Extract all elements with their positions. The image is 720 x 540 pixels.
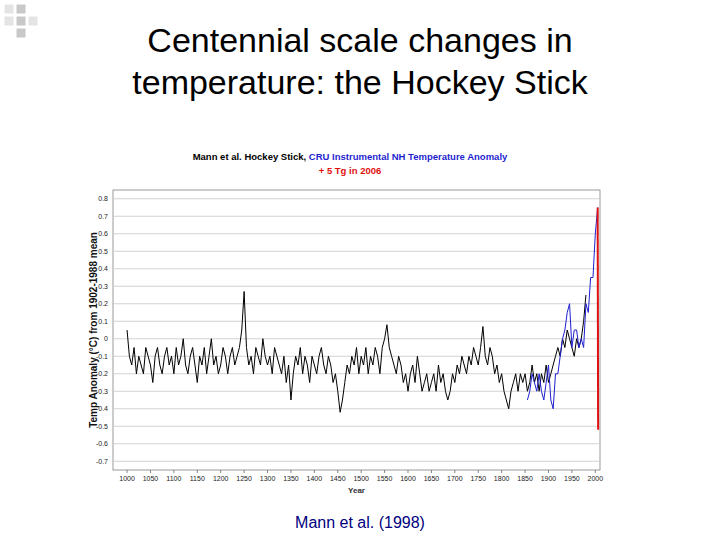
x-tick: [548, 470, 549, 473]
y-tick-label: 0.7: [98, 213, 108, 220]
y-tick-label: 0.1: [98, 318, 108, 325]
grid-line: [113, 426, 600, 427]
x-tick-label: 1350: [283, 475, 299, 482]
y-tick-label: 0.6: [98, 230, 108, 237]
series-line: [597, 208, 599, 430]
x-tick-label: 1300: [260, 475, 276, 482]
decor-square: [4, 4, 14, 14]
x-tick-label: 1100: [166, 475, 181, 482]
x-tick: [127, 470, 128, 473]
grid-line: [113, 461, 600, 462]
x-tick: [173, 470, 174, 473]
x-tick: [361, 470, 362, 473]
x-tick-label: 1450: [330, 475, 346, 482]
x-axis-label: Year: [348, 486, 365, 495]
x-tick-label: 1950: [564, 475, 580, 482]
grid-line: [113, 408, 600, 409]
x-tick-label: 1200: [213, 475, 229, 482]
decor-square: [16, 16, 26, 26]
x-tick: [525, 470, 526, 473]
x-tick: [314, 470, 315, 473]
x-tick: [267, 470, 268, 473]
x-tick: [150, 470, 151, 473]
x-tick: [501, 470, 502, 473]
x-tick: [290, 470, 291, 473]
x-tick: [431, 470, 432, 473]
x-tick-label: 1750: [470, 475, 486, 482]
legend-entry: + 5 Tg in 2006: [319, 165, 382, 176]
plot-area: [127, 208, 598, 430]
grid-line: [113, 338, 600, 339]
x-tick-label: 1150: [190, 475, 205, 482]
x-tick: [220, 470, 221, 473]
decor-square: [16, 28, 26, 38]
y-tick-label: 0: [104, 335, 108, 342]
x-tick-label: 1700: [447, 475, 463, 482]
grid-line: [113, 216, 600, 217]
x-tick-label: 1550: [377, 475, 393, 482]
x-tick-label: 1650: [424, 475, 440, 482]
x-tick-label: 1500: [353, 475, 369, 482]
y-tick-label: 0.8: [98, 195, 108, 202]
y-tick-label: 0.2: [98, 300, 108, 307]
legend: Mann et al. Hockey Stick, CRU Instrument…: [193, 151, 508, 162]
x-tick: [337, 470, 338, 473]
x-tick-label: 1900: [541, 475, 557, 482]
grid-line: [113, 443, 600, 444]
grid-line: [113, 233, 600, 234]
x-tick-label: 1000: [119, 475, 135, 482]
x-tick: [384, 470, 385, 473]
slide: Centennial scale changes in temperature: …: [0, 0, 720, 540]
x-tick: [595, 470, 596, 473]
x-tick: [408, 470, 409, 473]
decor-square: [4, 16, 14, 26]
x-tick-label: 1600: [400, 475, 416, 482]
x-tick: [478, 470, 479, 473]
x-tick-label: 1400: [307, 475, 323, 482]
x-tick-label: 1800: [494, 475, 510, 482]
x-tick: [571, 470, 572, 473]
x-tick-label: 2000: [588, 475, 604, 482]
x-tick: [244, 470, 245, 473]
grid-line: [113, 373, 600, 374]
legend-entry: CRU Instrumental NH Temperature Anomaly: [309, 151, 508, 162]
decor-square: [28, 16, 38, 26]
y-tick-label: 0.5: [98, 248, 108, 255]
y-tick-label: 0.4: [98, 265, 108, 272]
y-tick-label: 0.3: [98, 283, 108, 290]
legend-entry: Mann et al. Hockey Stick,: [193, 151, 309, 162]
grid-line: [113, 356, 600, 357]
slide-title: temperature: the Hockey Stick: [132, 63, 588, 101]
y-axis-label: Temp Anomaly (°C) from 1902-1988 mean: [88, 232, 99, 428]
grid-line: [113, 251, 600, 252]
series-line: [527, 208, 597, 409]
x-tick-label: 1050: [143, 475, 159, 482]
grid-line: [113, 286, 600, 287]
slide-title: Centennial scale changes in: [147, 21, 572, 59]
grid-line: [113, 321, 600, 322]
x-tick-label: 1850: [517, 475, 533, 482]
series-line: [127, 292, 586, 413]
x-tick: [197, 470, 198, 473]
caption: Mann et al. (1998): [295, 514, 425, 531]
y-tick-label: -0.6: [96, 440, 108, 447]
plot-frame: [113, 190, 600, 470]
grid-line: [113, 198, 600, 199]
y-tick-label: -0.7: [96, 458, 108, 465]
grid-line: [113, 303, 600, 304]
decor-square: [16, 4, 26, 14]
x-tick-label: 1250: [236, 475, 252, 482]
x-tick: [454, 470, 455, 473]
grid-line: [113, 268, 600, 269]
